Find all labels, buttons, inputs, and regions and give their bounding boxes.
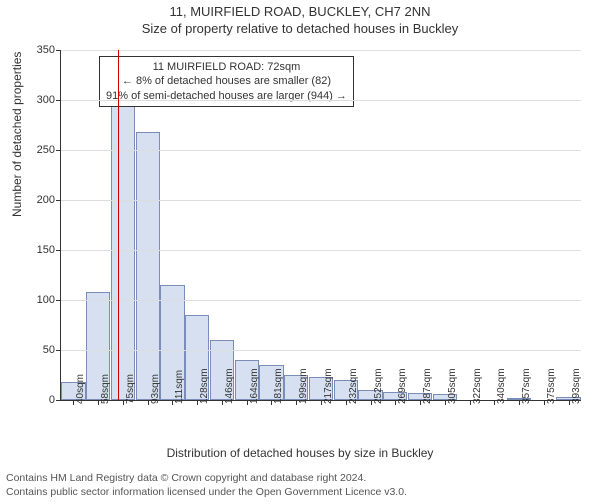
footer-licence: Contains public sector information licen… xyxy=(6,486,407,498)
x-tick-label: 252sqm xyxy=(373,368,384,404)
x-tick-mark xyxy=(371,400,372,405)
y-tick-label: 300 xyxy=(37,94,55,106)
y-tick-mark xyxy=(56,200,61,201)
x-tick-label: 287sqm xyxy=(422,368,433,404)
x-tick-mark xyxy=(222,400,223,405)
x-tick-label: 199sqm xyxy=(298,368,309,404)
gridline xyxy=(61,300,581,301)
x-tick-label: 146sqm xyxy=(224,368,235,404)
gridline xyxy=(61,150,581,151)
annotation-line-1: 11 MUIRFIELD ROAD: 72sqm xyxy=(106,60,347,74)
y-tick-label: 0 xyxy=(49,394,55,406)
x-tick-label: 217sqm xyxy=(323,368,334,404)
x-tick-label: 305sqm xyxy=(447,368,458,404)
x-tick-mark xyxy=(470,400,471,405)
x-tick-label: 269sqm xyxy=(397,368,408,404)
x-tick-mark xyxy=(247,400,248,405)
x-tick-mark xyxy=(519,400,520,405)
gridline xyxy=(61,100,581,101)
y-tick-mark xyxy=(56,250,61,251)
page-title: 11, MUIRFIELD ROAD, BUCKLEY, CH7 2NN xyxy=(0,4,600,19)
x-tick-label: 40sqm xyxy=(75,374,86,404)
gridline xyxy=(61,350,581,351)
x-tick-label: 393sqm xyxy=(571,368,582,404)
x-tick-mark xyxy=(569,400,570,405)
footer-copyright: Contains HM Land Registry data © Crown c… xyxy=(6,472,366,484)
gridline xyxy=(61,200,581,201)
gridline xyxy=(61,250,581,251)
y-tick-mark xyxy=(56,100,61,101)
x-tick-label: 128sqm xyxy=(199,368,210,404)
x-tick-label: 75sqm xyxy=(125,374,136,404)
x-tick-label: 340sqm xyxy=(496,368,507,404)
x-tick-label: 357sqm xyxy=(521,368,532,404)
y-tick-mark xyxy=(56,150,61,151)
x-tick-label: 232sqm xyxy=(348,368,359,404)
y-tick-mark xyxy=(56,400,61,401)
x-tick-mark xyxy=(420,400,421,405)
x-tick-label: 93sqm xyxy=(150,374,161,404)
y-tick-label: 250 xyxy=(37,144,55,156)
y-tick-label: 200 xyxy=(37,194,55,206)
x-tick-mark xyxy=(346,400,347,405)
x-tick-mark xyxy=(123,400,124,405)
x-tick-label: 375sqm xyxy=(546,368,557,404)
x-tick-mark xyxy=(544,400,545,405)
gridline xyxy=(61,50,581,51)
x-tick-label: 322sqm xyxy=(472,368,483,404)
x-tick-mark xyxy=(445,400,446,405)
x-tick-label: 58sqm xyxy=(100,374,111,404)
reference-line xyxy=(118,50,119,400)
x-tick-label: 164sqm xyxy=(249,368,260,404)
x-tick-mark xyxy=(321,400,322,405)
y-axis-label: Number of detached properties xyxy=(10,52,24,217)
x-axis-label: Distribution of detached houses by size … xyxy=(0,446,600,460)
histogram-bar xyxy=(136,132,160,400)
chart-plot-area: 11 MUIRFIELD ROAD: 72sqm ← 8% of detache… xyxy=(60,50,581,401)
y-tick-label: 350 xyxy=(37,44,55,56)
x-tick-label: 181sqm xyxy=(273,368,284,404)
y-tick-label: 100 xyxy=(37,294,55,306)
y-tick-mark xyxy=(56,350,61,351)
y-tick-mark xyxy=(56,300,61,301)
x-tick-label: 111sqm xyxy=(174,370,185,404)
page-subtitle: Size of property relative to detached ho… xyxy=(0,21,600,36)
annotation-line-2: ← 8% of detached houses are smaller (82) xyxy=(106,74,347,88)
x-tick-mark xyxy=(148,400,149,405)
y-tick-mark xyxy=(56,50,61,51)
x-tick-mark xyxy=(98,400,99,405)
y-tick-label: 50 xyxy=(43,344,55,356)
y-tick-label: 150 xyxy=(37,244,55,256)
